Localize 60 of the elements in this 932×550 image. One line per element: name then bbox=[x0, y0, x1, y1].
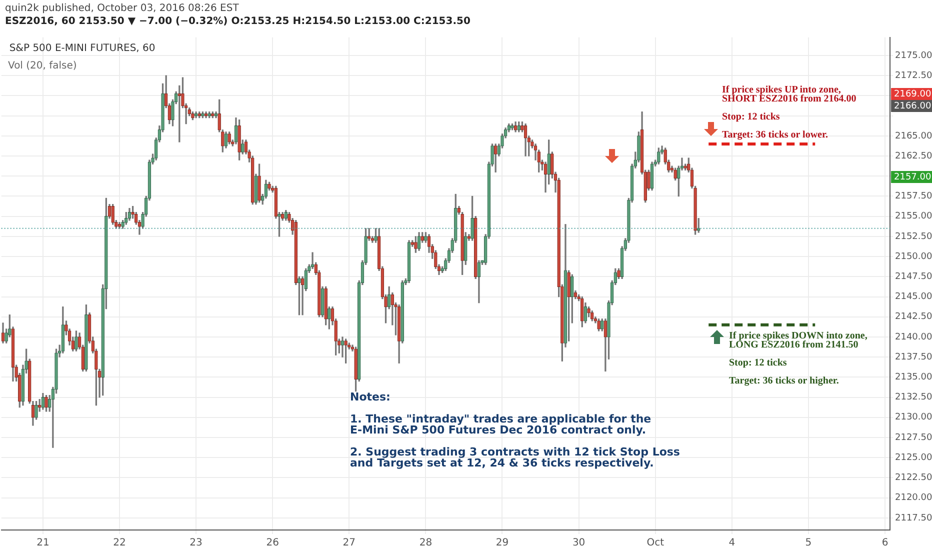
x-tick-label: 30 bbox=[572, 538, 586, 549]
y-tick-label: 2165.00 bbox=[895, 131, 932, 142]
text: 2157.00 bbox=[894, 172, 932, 182]
y-tick-label: 2140.00 bbox=[895, 332, 932, 342]
annotation: If price spikes DOWN into zone, LONG ESZ2016 from 2141.50 Stop: 12 ticks Target: 36 ticks or higher. bbox=[729, 330, 868, 387]
text: 2169.00 bbox=[894, 89, 932, 100]
y-tick-label: 2150.00 bbox=[895, 252, 932, 262]
y-tick-label: 2142.50 bbox=[895, 312, 932, 322]
candlestick bbox=[211, 111, 214, 118]
y-tick-label: 2137.50 bbox=[895, 352, 932, 362]
y-tick-label: 2162.50 bbox=[895, 151, 932, 162]
x-tick-label: 21 bbox=[36, 538, 50, 549]
x-tick-label: 26 bbox=[266, 538, 279, 549]
y-tick-label: 2125.00 bbox=[895, 452, 932, 463]
y-tick-label: 2147.50 bbox=[895, 272, 932, 282]
candlestick bbox=[44, 394, 48, 412]
candlestick bbox=[597, 318, 600, 332]
y-tick-label: 2122.50 bbox=[895, 473, 932, 484]
candlestick bbox=[587, 306, 590, 318]
y-tick-label: 2127.50 bbox=[895, 432, 932, 443]
annotation: Notes: 1. These "intraday" trades are applicable for the E-Mini S&P 500 Futures Dec 2016 contract only. 2. Suggest trading 3 contracts with 12 tick Stop Loss and Targets set at 12, 24 & 36 ticks respectively. bbox=[350, 390, 680, 470]
y-tick-label: 2152.50 bbox=[895, 232, 932, 242]
y-tick-label: 2132.50 bbox=[895, 392, 932, 403]
candlestick bbox=[298, 276, 301, 316]
candlestick bbox=[354, 346, 358, 392]
candlestick bbox=[238, 120, 241, 160]
y-tick-label: 2172.50 bbox=[895, 70, 932, 81]
candlestick bbox=[567, 270, 570, 342]
candlestick bbox=[414, 236, 418, 253]
x-tick-label: 29 bbox=[496, 538, 509, 549]
candlestick bbox=[201, 111, 204, 118]
annotation: If price spikes UP into zone, SHORT ESZ2016 from 2164.00 Stop: 12 ticks Target: 36 ticks or lower. bbox=[722, 84, 856, 141]
candlestick bbox=[470, 196, 474, 241]
candlestick bbox=[258, 164, 261, 203]
x-tick-label: 23 bbox=[190, 538, 202, 549]
text: quin2k published, October 03, 2016 08:26 EST bbox=[5, 2, 240, 15]
text: 2166.00 bbox=[894, 101, 932, 112]
candlestick bbox=[191, 111, 194, 120]
y-tick-label: 2145.00 bbox=[895, 292, 932, 302]
x-tick-label: 5 bbox=[805, 538, 812, 549]
candlestick bbox=[374, 228, 378, 243]
text: S&P 500 E-MINI FUTURES, 60 bbox=[9, 42, 156, 54]
y-tick-label: 2130.00 bbox=[895, 412, 932, 423]
y-tick-label: 2135.00 bbox=[895, 372, 932, 383]
x-tick-label: 27 bbox=[342, 538, 356, 549]
y-tick-label: 2175.00 bbox=[895, 50, 932, 61]
y-tick-label: 2120.00 bbox=[895, 493, 932, 504]
x-tick-label: Oct bbox=[646, 538, 664, 549]
y-tick-label: 2155.00 bbox=[895, 212, 932, 222]
y-tick-label: 2117.50 bbox=[895, 513, 932, 524]
candlestick bbox=[75, 330, 78, 352]
candlestick bbox=[510, 124, 514, 130]
x-tick-label: 6 bbox=[882, 538, 888, 549]
y-tick-label: 2157.50 bbox=[895, 192, 932, 202]
x-tick-label: 22 bbox=[113, 538, 126, 549]
x-tick-label: 28 bbox=[419, 538, 432, 549]
annotation: Vol (20, false) bbox=[8, 60, 77, 72]
x-tick-label: 4 bbox=[728, 538, 736, 549]
candlestick bbox=[84, 304, 88, 372]
chart-subtitle: ESZ2016, 60 2153.50 ▼ −7.00 (−0.32%) O:2153.25 H:2154.50 L:2153.00 C:2153.50 bbox=[5, 15, 470, 28]
